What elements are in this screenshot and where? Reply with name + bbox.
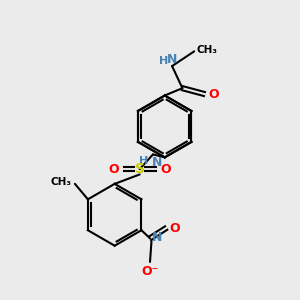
Text: H: H (159, 56, 169, 66)
Text: O: O (208, 88, 219, 100)
Text: O: O (160, 163, 171, 176)
Text: H: H (139, 156, 148, 166)
Text: N: N (167, 53, 177, 66)
Text: O: O (169, 221, 180, 235)
Text: CH₃: CH₃ (50, 177, 71, 188)
Text: S: S (135, 162, 145, 176)
Text: CH₃: CH₃ (196, 45, 218, 55)
Text: O: O (109, 163, 119, 176)
Text: O⁻: O⁻ (141, 266, 159, 278)
Text: N: N (152, 231, 162, 244)
Text: N: N (152, 156, 163, 169)
